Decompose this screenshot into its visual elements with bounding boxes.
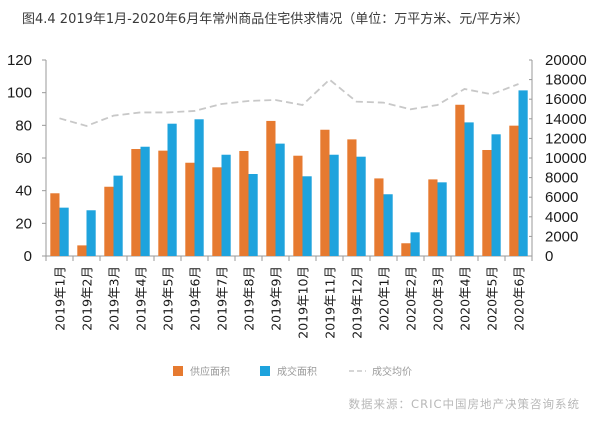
x-axis-category-label: 2019年12月 xyxy=(350,266,365,339)
price-line xyxy=(59,78,519,127)
legend-label: 供应面积 xyxy=(190,365,230,378)
deal-bar xyxy=(437,182,447,256)
supply-bar xyxy=(482,149,492,256)
deal-bar xyxy=(356,156,366,256)
x-axis-category-label: 2020年5月 xyxy=(485,266,500,331)
deal-bar xyxy=(194,119,204,256)
x-axis-category-label: 2019年10月 xyxy=(296,266,311,339)
x-axis-category-label: 2019年7月 xyxy=(215,266,230,331)
x-axis-category-label: 2020年2月 xyxy=(404,266,419,331)
supply-bar xyxy=(374,178,384,256)
x-axis-category-label: 2019年1月 xyxy=(53,266,68,331)
deal-bar xyxy=(518,90,528,256)
x-axis-category-label: 2019年5月 xyxy=(161,266,176,331)
right-axis-tick-label: 14000 xyxy=(545,111,587,128)
deal-bar xyxy=(59,207,69,256)
x-axis-category-label: 2019年9月 xyxy=(269,266,284,331)
supply-bar xyxy=(347,139,357,256)
supply-bar xyxy=(293,155,303,256)
deal-bar xyxy=(275,143,285,256)
supply-bar xyxy=(401,243,411,256)
deal-bar xyxy=(464,122,474,256)
supply-bar xyxy=(212,167,222,256)
legend-label: 成交面积 xyxy=(277,365,317,378)
deal-bar xyxy=(302,176,312,256)
x-axis-category-label: 2020年6月 xyxy=(512,266,527,331)
deal-bar xyxy=(410,232,420,256)
x-axis-category-label: 2020年1月 xyxy=(377,266,392,331)
supply-bar xyxy=(509,125,519,256)
legend-label: 成交均价 xyxy=(372,365,412,378)
right-axis-tick-label: 18000 xyxy=(545,72,587,89)
deal-bar xyxy=(329,154,339,256)
x-axis-category-label: 2019年11月 xyxy=(323,266,338,339)
left-axis-tick-label: 120 xyxy=(7,52,32,69)
bars xyxy=(50,90,528,257)
legend-swatch-deal xyxy=(260,366,270,376)
supply-bar xyxy=(158,150,168,256)
right-axis-tick-label: 20000 xyxy=(545,52,587,69)
deal-bar xyxy=(491,134,501,256)
x-axis-category-label: 2019年2月 xyxy=(80,266,95,331)
x-axis-category-label: 2020年4月 xyxy=(458,266,473,331)
supply-bar xyxy=(104,186,114,256)
axes: 0 20 40 60 80 100 120 0 2000 4000 6000 8000 10000 120… xyxy=(7,52,587,265)
supply-bar xyxy=(185,162,195,256)
supply-bar xyxy=(50,193,60,256)
x-axis-category-label: 2019年4月 xyxy=(134,266,149,331)
supply-bar xyxy=(428,179,438,256)
x-axis-category-label: 2020年3月 xyxy=(431,266,446,331)
supply-bar xyxy=(266,120,276,256)
supply-bar xyxy=(455,104,465,257)
source-note: 数据来源：CRIC中国房地产决策咨询系统 xyxy=(348,397,580,411)
x-axis-category-label: 2019年3月 xyxy=(107,266,122,331)
deal-bar xyxy=(221,154,231,256)
deal-bar xyxy=(113,175,123,256)
x-axis-labels: 2019年1月 2019年2月 2019年3月 2019年4月 2019年5月 2019年… xyxy=(53,266,527,339)
right-axis-tick-label: 16000 xyxy=(545,91,587,108)
left-axis-tick-label: 60 xyxy=(15,150,32,167)
right-axis-tick-label: 12000 xyxy=(545,130,587,147)
deal-bar xyxy=(86,210,96,256)
right-axis-tick-label: 0 xyxy=(545,248,553,265)
left-axis-tick-label: 0 xyxy=(24,248,32,265)
avg-price-line xyxy=(59,78,519,127)
supply-bar xyxy=(239,150,249,256)
supply-bar xyxy=(77,245,87,256)
left-axis-tick-label: 100 xyxy=(7,85,32,102)
right-axis-tick-label: 6000 xyxy=(545,189,578,206)
left-axis-tick-label: 40 xyxy=(15,183,32,200)
x-axis-category-label: 2019年6月 xyxy=(188,266,203,331)
legend: 供应面积 成交面积 成交均价 xyxy=(173,365,412,378)
chart-title: 图4.4 2019年1月-2020年6月年常州商品住宅供求情况（单位：万平方米、… xyxy=(22,12,529,27)
right-axis-tick-label: 2000 xyxy=(545,228,578,245)
legend-swatch-supply xyxy=(173,366,183,376)
deal-bar xyxy=(248,174,258,256)
deal-bar xyxy=(140,146,150,256)
supply-bar xyxy=(131,149,141,256)
deal-bar xyxy=(383,194,393,256)
deal-bar xyxy=(167,123,177,256)
right-axis-tick-label: 4000 xyxy=(545,209,578,226)
right-axis-tick-label: 10000 xyxy=(545,150,587,167)
left-axis-tick-label: 80 xyxy=(15,117,32,134)
supply-bar xyxy=(320,129,330,256)
left-axis-tick-label: 20 xyxy=(15,215,32,232)
x-axis-category-label: 2019年8月 xyxy=(242,266,257,331)
right-axis-tick-label: 8000 xyxy=(545,170,578,187)
